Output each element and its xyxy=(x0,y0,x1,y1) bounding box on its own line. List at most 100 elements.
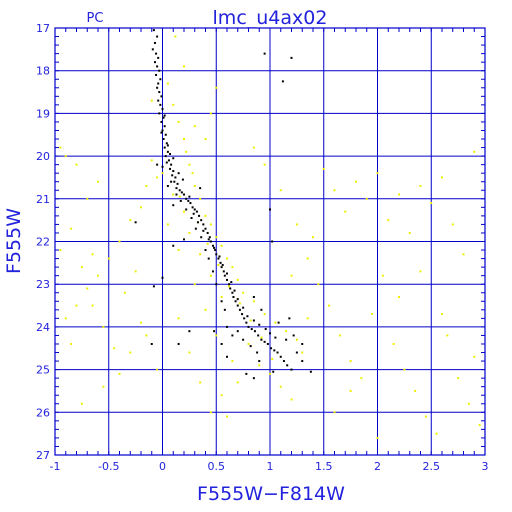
data-point xyxy=(403,368,406,371)
data-point xyxy=(164,133,167,136)
x-tick-label: 2.5 xyxy=(423,460,441,473)
data-point xyxy=(183,65,185,68)
data-point xyxy=(59,249,62,252)
data-point xyxy=(274,336,277,339)
data-point xyxy=(250,328,253,331)
data-point xyxy=(279,189,282,192)
data-point xyxy=(221,263,224,266)
data-point xyxy=(226,355,228,358)
data-point xyxy=(206,231,209,234)
data-point xyxy=(185,150,188,153)
data-point xyxy=(59,146,62,149)
data-point xyxy=(172,103,175,106)
data-point xyxy=(271,240,274,243)
data-point xyxy=(152,285,155,288)
data-point xyxy=(295,223,298,226)
data-point xyxy=(189,202,192,205)
data-point xyxy=(183,238,185,241)
data-point xyxy=(180,191,183,194)
data-point xyxy=(226,325,228,328)
data-point xyxy=(188,163,191,166)
data-point xyxy=(200,219,203,222)
data-point xyxy=(173,180,176,183)
data-point xyxy=(231,334,234,337)
data-point xyxy=(226,272,228,275)
data-point xyxy=(202,229,205,232)
data-point xyxy=(387,219,390,222)
data-point xyxy=(187,199,190,202)
data-point xyxy=(188,330,191,333)
y-tick-label: 22 xyxy=(36,236,50,249)
data-point xyxy=(215,253,218,256)
data-point xyxy=(155,73,158,76)
data-point xyxy=(153,41,156,44)
data-point xyxy=(175,193,178,196)
data-point xyxy=(134,270,137,273)
data-point xyxy=(252,146,255,149)
x-tick-label: -1 xyxy=(50,460,61,473)
data-point xyxy=(193,283,196,286)
data-point xyxy=(236,381,239,384)
data-point xyxy=(178,195,181,198)
data-point xyxy=(209,112,212,115)
data-point xyxy=(97,274,99,277)
data-point xyxy=(279,385,282,388)
data-point xyxy=(161,276,164,279)
data-point xyxy=(247,342,250,345)
data-point xyxy=(269,208,271,211)
y-tick-label: 21 xyxy=(36,193,50,206)
data-point xyxy=(272,370,275,373)
x-tick-label: 0.5 xyxy=(208,460,226,473)
data-point xyxy=(102,325,105,328)
data-point xyxy=(170,163,173,166)
data-point xyxy=(206,242,209,245)
data-point xyxy=(246,315,249,318)
data-point xyxy=(260,336,263,339)
data-point xyxy=(398,193,400,196)
data-point xyxy=(306,317,309,320)
data-point xyxy=(163,125,166,128)
data-point xyxy=(213,246,216,249)
data-point xyxy=(252,377,255,380)
x-axis-label: F555W−F814W xyxy=(197,483,345,505)
x-tick-label: 1 xyxy=(267,460,274,473)
data-point xyxy=(257,334,260,337)
data-point xyxy=(446,334,449,337)
data-point xyxy=(118,372,121,375)
y-tick-label: 20 xyxy=(36,150,50,163)
data-point xyxy=(162,138,165,141)
data-point xyxy=(271,357,274,360)
x-tick-label: -0.5 xyxy=(98,460,119,473)
data-point xyxy=(199,187,202,190)
data-point xyxy=(64,317,67,320)
data-point xyxy=(242,306,245,309)
data-point xyxy=(209,274,212,277)
data-point xyxy=(219,261,222,264)
data-point xyxy=(236,278,239,281)
data-point xyxy=(242,291,245,294)
data-point xyxy=(209,240,212,243)
data-point xyxy=(165,142,168,145)
data-point xyxy=(209,411,212,414)
data-point xyxy=(70,227,73,230)
data-point xyxy=(226,415,228,418)
data-point xyxy=(223,308,226,311)
data-point xyxy=(212,270,215,273)
data-point xyxy=(118,240,121,243)
data-point xyxy=(220,244,223,247)
data-point xyxy=(376,172,379,175)
data-point xyxy=(285,330,288,333)
data-point xyxy=(172,170,175,173)
data-point xyxy=(166,223,169,226)
data-point xyxy=(207,257,210,260)
data-point xyxy=(435,432,438,435)
data-point xyxy=(252,300,255,303)
data-point xyxy=(231,266,234,269)
grid-layer xyxy=(54,27,486,456)
data-point xyxy=(290,398,293,401)
data-point xyxy=(220,342,223,345)
data-point xyxy=(281,80,284,83)
data-point xyxy=(204,138,207,141)
data-point xyxy=(414,389,417,392)
